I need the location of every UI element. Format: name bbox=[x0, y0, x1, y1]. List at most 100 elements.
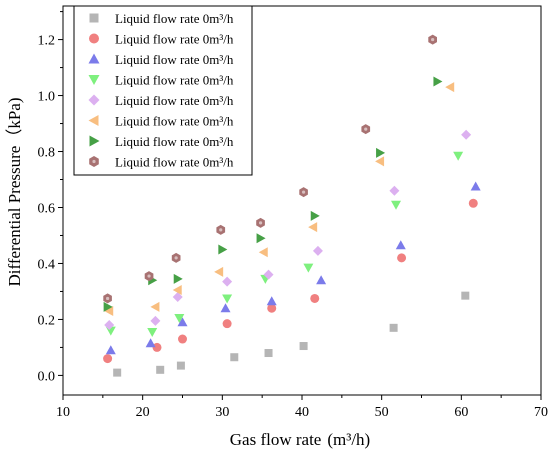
legend-label: Liquid flow rate 0m³/h bbox=[115, 155, 234, 170]
legend-label: Liquid flow rate 0m³/h bbox=[115, 73, 234, 88]
data-point bbox=[105, 345, 116, 355]
y-tick-label: 0.4 bbox=[38, 257, 56, 272]
legend-item: Liquid flow rate 0m³/h bbox=[88, 93, 234, 108]
data-points bbox=[103, 34, 481, 377]
data-point bbox=[428, 34, 437, 45]
data-point bbox=[468, 198, 478, 208]
legend: Liquid flow rate 0m³/h Liquid flow rate 0… bbox=[73, 5, 253, 176]
data-point bbox=[470, 181, 481, 191]
data-point bbox=[264, 349, 273, 358]
data-point bbox=[397, 253, 407, 263]
data-point bbox=[214, 266, 224, 277]
legend-label: Liquid flow rate 0m³/h bbox=[115, 134, 234, 149]
data-point bbox=[156, 365, 165, 374]
data-point bbox=[453, 151, 464, 161]
data-point bbox=[147, 328, 158, 338]
data-point bbox=[256, 233, 266, 244]
data-point bbox=[216, 224, 226, 235]
data-point bbox=[144, 271, 154, 282]
data-point bbox=[308, 222, 318, 233]
legend-marker bbox=[89, 156, 99, 167]
legend-frame bbox=[73, 5, 253, 176]
legend-item: Liquid flow rate 0m³/h bbox=[88, 114, 234, 129]
data-point bbox=[178, 334, 187, 344]
data-point bbox=[174, 314, 185, 324]
x-tick-label: 30 bbox=[215, 405, 229, 420]
data-point bbox=[150, 301, 160, 312]
data-point bbox=[113, 368, 122, 377]
x-tick-label: 70 bbox=[534, 405, 548, 420]
data-point bbox=[376, 147, 386, 158]
x-axis-unit: (m³/h) bbox=[327, 430, 370, 449]
x-tick-label: 40 bbox=[295, 405, 309, 420]
series-5 bbox=[104, 129, 472, 331]
data-point bbox=[220, 303, 231, 313]
data-point bbox=[104, 320, 115, 331]
legend-item: Liquid flow rate 0m³/h bbox=[88, 52, 234, 67]
y-tick-label: 1.0 bbox=[38, 90, 56, 105]
data-point bbox=[103, 293, 112, 304]
legend-label: Liquid flow rate 0m³/h bbox=[115, 93, 234, 108]
data-point bbox=[104, 306, 114, 317]
data-point bbox=[389, 323, 398, 332]
data-point bbox=[258, 247, 268, 258]
data-point bbox=[172, 292, 183, 303]
data-point bbox=[310, 210, 320, 221]
data-point bbox=[310, 293, 320, 303]
data-point bbox=[103, 301, 113, 312]
y-tick-label: 0.8 bbox=[38, 146, 56, 161]
data-point bbox=[395, 240, 406, 250]
data-point bbox=[152, 342, 162, 352]
data-point bbox=[433, 76, 443, 87]
series-4 bbox=[105, 151, 464, 338]
data-point bbox=[267, 303, 277, 313]
data-point bbox=[445, 82, 455, 93]
x-axis-title: Gas flow rate (m³/h) bbox=[230, 430, 370, 449]
data-point bbox=[150, 315, 161, 326]
x-tick-label: 20 bbox=[136, 405, 150, 420]
data-point bbox=[263, 269, 274, 280]
data-point bbox=[177, 317, 188, 327]
series-8 bbox=[103, 34, 437, 304]
legend-label: Liquid flow rate 0m³/h bbox=[115, 11, 234, 26]
x-tick-label: 50 bbox=[375, 405, 389, 420]
legend-marker bbox=[89, 135, 100, 147]
legend-item: Liquid flow rate 0m³/h bbox=[89, 155, 234, 170]
y-tick-label: 1.2 bbox=[38, 34, 56, 49]
legend-marker bbox=[88, 75, 100, 85]
data-point bbox=[389, 185, 400, 196]
legend-label: Liquid flow rate 0m³/h bbox=[115, 52, 234, 67]
data-point bbox=[299, 342, 308, 351]
legend-marker bbox=[89, 13, 99, 23]
data-point bbox=[171, 252, 181, 263]
data-point bbox=[256, 217, 265, 228]
series-1 bbox=[113, 291, 470, 377]
legend-label: Liquid flow rate 0m³/h bbox=[115, 114, 234, 129]
legend-label: Liquid flow rate 0m³/h bbox=[115, 32, 234, 47]
y-axis-title: Differential Pressure（kPa) bbox=[5, 98, 24, 287]
data-point bbox=[172, 285, 182, 296]
data-point bbox=[230, 353, 239, 362]
data-point bbox=[299, 187, 308, 198]
legend-marker bbox=[88, 115, 99, 126]
legend-item: Liquid flow rate 0m³/h bbox=[88, 73, 234, 88]
x-axis-title-text: Gas flow rate bbox=[230, 430, 322, 449]
data-point bbox=[145, 338, 156, 348]
data-point bbox=[361, 124, 371, 135]
series-6 bbox=[104, 82, 455, 317]
legend-marker bbox=[88, 94, 100, 106]
data-point bbox=[218, 244, 228, 255]
axes: 10 20 30 40 50 60 70 0.0 0.2 0.4 0.6 0.8 1.0 1.2 bbox=[38, 5, 548, 420]
data-point bbox=[103, 354, 113, 364]
data-point bbox=[222, 276, 233, 287]
data-point bbox=[173, 273, 183, 284]
data-point bbox=[375, 156, 385, 167]
data-point bbox=[222, 294, 233, 304]
series-2 bbox=[103, 198, 478, 364]
legend-marker bbox=[88, 53, 100, 64]
y-tick-label: 0.6 bbox=[38, 201, 56, 216]
data-point bbox=[461, 129, 472, 140]
legend-item: Liquid flow rate 0m³/h bbox=[89, 11, 234, 26]
data-point bbox=[222, 319, 232, 329]
